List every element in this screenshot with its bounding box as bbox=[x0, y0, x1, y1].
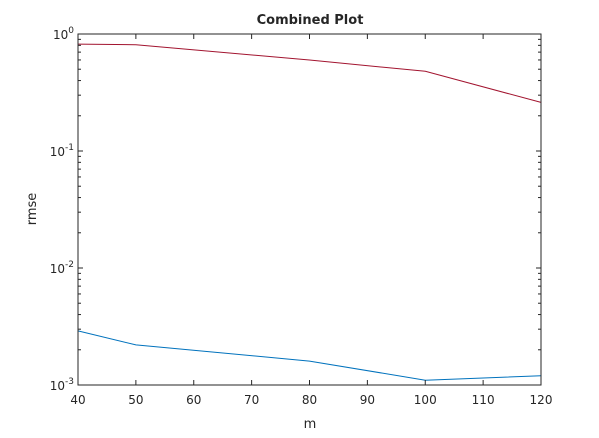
x-tick-label: 60 bbox=[186, 393, 201, 407]
x-tick-label: 80 bbox=[302, 393, 317, 407]
x-tick-label: 50 bbox=[128, 393, 143, 407]
plot-area bbox=[78, 34, 541, 385]
y-tick-label: 10-1 bbox=[50, 143, 74, 159]
x-tick-label: 110 bbox=[472, 393, 495, 407]
ticks-layer: 40 50 60 70 80 90 100 110 120 100 10-1 10-2 10-3 bbox=[50, 26, 553, 407]
x-tick-label: 40 bbox=[70, 393, 85, 407]
x-tick-label: 120 bbox=[530, 393, 553, 407]
chart-title: Combined Plot bbox=[257, 13, 364, 28]
y-axis-label: rmse bbox=[25, 193, 40, 226]
x-axis-label: m bbox=[304, 417, 317, 432]
series-line-2 bbox=[77, 330, 542, 381]
x-tick-label: 90 bbox=[360, 393, 375, 407]
y-tick-label: 10-3 bbox=[50, 377, 74, 393]
y-tick-label: 100 bbox=[53, 26, 74, 42]
x-tick-label: 100 bbox=[414, 393, 437, 407]
x-tick-label: 70 bbox=[244, 393, 259, 407]
plot-frame bbox=[77, 33, 542, 386]
series-line-1 bbox=[77, 43, 542, 103]
y-tick-label: 10-2 bbox=[50, 260, 74, 276]
series-layer bbox=[77, 43, 542, 381]
